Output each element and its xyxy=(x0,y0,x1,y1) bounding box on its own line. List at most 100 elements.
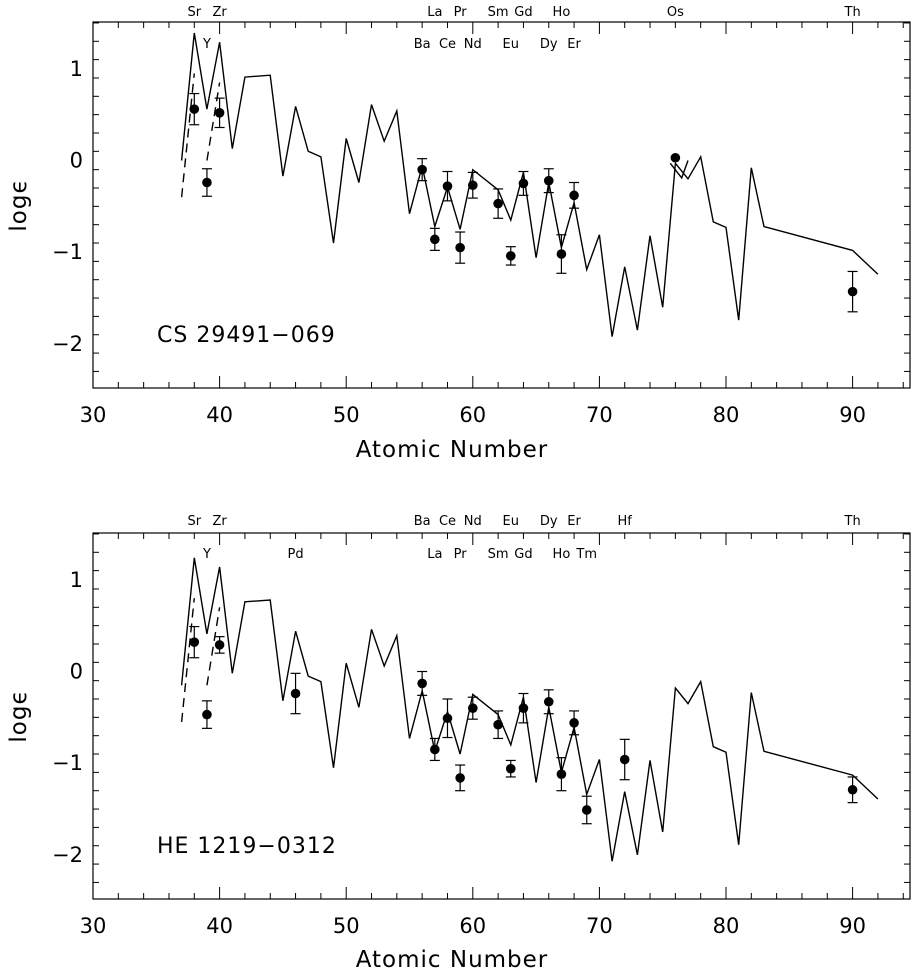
element-label: Ho xyxy=(553,547,571,562)
element-label: Sr xyxy=(187,5,201,20)
element-label: Er xyxy=(567,514,581,529)
element-label: Eu xyxy=(503,514,519,529)
data-point xyxy=(493,198,503,209)
data-point xyxy=(569,718,579,728)
element-label: La xyxy=(427,547,442,562)
y-tick-label: −2 xyxy=(52,843,83,867)
y-tick-label: −1 xyxy=(52,240,83,264)
star-name: CS 29491−069 xyxy=(157,323,336,348)
model-dashed-segment xyxy=(180,598,195,723)
model-solar-r-process-line xyxy=(180,557,879,862)
element-label: Ce xyxy=(439,37,456,52)
element-label: Nd xyxy=(464,37,482,52)
element-label: La xyxy=(427,5,442,20)
data-point xyxy=(493,719,503,730)
y-axis-title: logϵ xyxy=(6,689,32,742)
element-label: Nd xyxy=(464,514,482,529)
element-label: Dy xyxy=(540,514,558,529)
element-label: Os xyxy=(667,5,684,20)
data-point xyxy=(505,251,516,261)
data-point xyxy=(202,709,212,720)
element-label: Pr xyxy=(454,5,468,20)
data-point xyxy=(468,703,478,713)
x-tick-label: 80 xyxy=(713,914,740,938)
model-dashed-segment xyxy=(206,82,221,161)
y-tick-label: 1 xyxy=(70,568,83,592)
data-point xyxy=(543,696,554,707)
x-tick-label: 80 xyxy=(713,403,740,427)
data-point xyxy=(189,104,200,114)
x-tick-label: 70 xyxy=(586,914,613,938)
x-tick-label: 70 xyxy=(586,403,613,427)
element-label: Pd xyxy=(288,547,304,562)
data-point xyxy=(847,784,858,795)
model-line-segment xyxy=(669,160,689,180)
x-tick-label: 90 xyxy=(839,403,866,427)
element-label: Ho xyxy=(553,5,571,20)
data-point xyxy=(468,180,478,191)
element-label: Sm xyxy=(488,547,509,562)
data-point xyxy=(430,234,440,245)
y-tick-label: 0 xyxy=(70,660,83,684)
x-tick-label: 30 xyxy=(80,403,107,427)
data-point xyxy=(290,688,301,699)
y-tick-label: −2 xyxy=(52,332,83,356)
y-tick-label: −1 xyxy=(52,751,83,775)
model-solar-r-process-line xyxy=(180,32,879,337)
x-tick-label: 50 xyxy=(333,403,360,427)
element-label: Gd xyxy=(514,547,532,562)
element-label: Y xyxy=(202,547,211,562)
panel-he1219-0312: 30 40 50 60 70 80 90 1 0 −1 −2 Atomic Number logϵ Sr Z… xyxy=(6,514,911,973)
plot-frame xyxy=(92,21,911,389)
element-label: Zr xyxy=(212,5,227,20)
data-point xyxy=(214,640,225,650)
element-label: Ba xyxy=(414,37,431,52)
element-label: Sr xyxy=(187,514,201,529)
data-point xyxy=(543,175,554,186)
data-point xyxy=(556,769,567,780)
element-label: Ba xyxy=(414,514,431,529)
y-axis-title: logϵ xyxy=(6,178,32,231)
x-tick-label: 50 xyxy=(333,914,360,938)
data-point xyxy=(619,754,630,765)
x-tick-label: 40 xyxy=(206,914,233,938)
data-point xyxy=(670,152,681,163)
element-label: Eu xyxy=(503,37,519,52)
x-tick-label: 90 xyxy=(839,914,866,938)
y-tick-label: 1 xyxy=(70,57,83,81)
data-point xyxy=(455,242,465,253)
element-label: Hf xyxy=(618,514,633,529)
data-point xyxy=(518,703,529,713)
element-label: Th xyxy=(844,514,861,529)
element-label: Y xyxy=(202,37,211,52)
x-axis-title: Atomic Number xyxy=(356,437,549,463)
x-axis-title: Atomic Number xyxy=(356,947,549,973)
data-point xyxy=(442,181,453,191)
x-tick-label: 60 xyxy=(459,914,486,938)
data-point xyxy=(581,805,592,815)
element-label: Pr xyxy=(454,547,468,562)
element-label: Sm xyxy=(488,5,509,20)
x-tick-label: 40 xyxy=(206,403,233,427)
element-label: Ce xyxy=(439,514,456,529)
element-label: Tm xyxy=(575,547,597,562)
data-point xyxy=(847,286,858,297)
data-point xyxy=(189,637,200,647)
data-point xyxy=(455,773,465,783)
data-point xyxy=(505,763,516,774)
star-name: HE 1219−0312 xyxy=(157,834,337,859)
element-label: Th xyxy=(844,5,861,20)
model-dashed-segment xyxy=(206,607,221,686)
data-point xyxy=(556,249,567,259)
data-point xyxy=(430,744,440,755)
data-point xyxy=(417,678,427,689)
element-label: Zr xyxy=(212,514,227,529)
data-point xyxy=(202,177,212,188)
data-point xyxy=(417,164,427,175)
element-label: Gd xyxy=(514,5,532,20)
x-tick-label: 60 xyxy=(459,403,486,427)
element-label: Dy xyxy=(540,37,558,52)
plot-frame xyxy=(92,532,911,900)
x-tick-label: 30 xyxy=(80,914,107,938)
